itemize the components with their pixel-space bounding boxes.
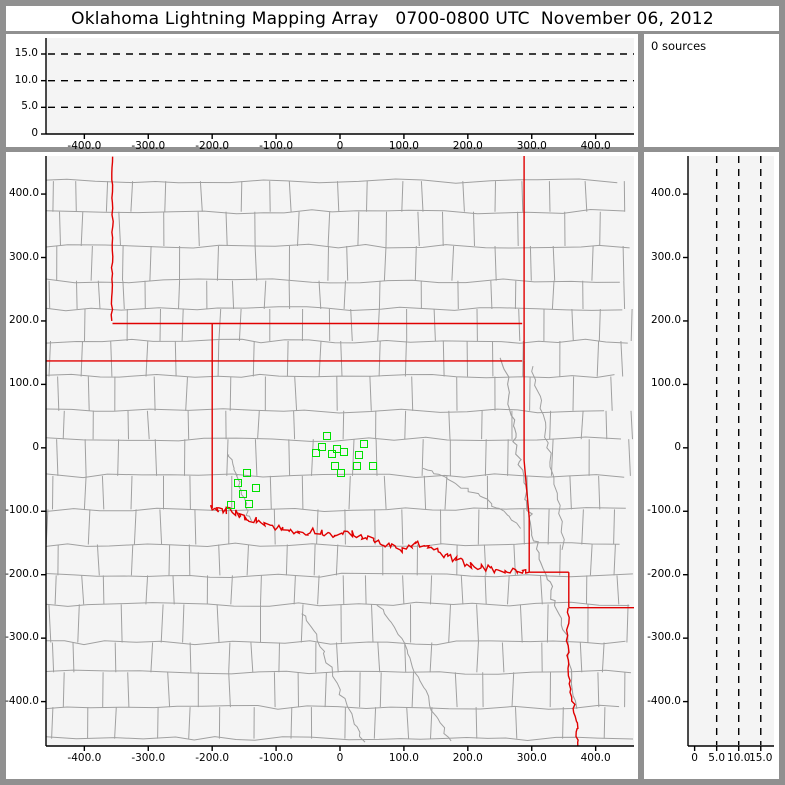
map-xtick-7: 300.0 — [516, 752, 547, 764]
source-marker — [355, 451, 364, 460]
altitude-ytick-7: -300.0 — [647, 631, 681, 644]
map-ytick-1: 300.0 — [8, 250, 39, 263]
time-height-xtick-2: -200.0 — [195, 140, 230, 152]
source-marker — [323, 432, 332, 441]
altitude-plot-area[interactable] — [688, 156, 774, 746]
map-xtick-1: -300.0 — [131, 752, 166, 764]
altitude-ytick-3: 100.0 — [650, 377, 681, 390]
time-height-xtick-1: -300.0 — [131, 140, 166, 152]
altitude-xtick-0: 0 — [691, 752, 698, 764]
time-height-xtick-7: 300.0 — [516, 140, 547, 152]
altitude-ytick-2: 200.0 — [650, 313, 681, 326]
source-marker — [238, 489, 247, 498]
time-height-xtick-6: 200.0 — [452, 140, 483, 152]
altitude-histogram-panel[interactable]: 400.0 300.0 200.0 100.0 0 -100.0 -200.0 -300.0 -… — [644, 152, 779, 779]
source-marker — [243, 469, 252, 478]
source-marker — [339, 447, 348, 456]
source-marker — [360, 440, 369, 449]
time-height-axes — [41, 38, 634, 139]
time-height-panel[interactable]: 0 5.0 10.0 15.0 -400.0 -300.0 -200.0 -100.0 0 100… — [6, 34, 638, 152]
altitude-axes — [683, 156, 774, 751]
map-axes — [41, 156, 634, 751]
time-height-xtick-8: 400.0 — [580, 140, 611, 152]
altitude-ytick-5: -100.0 — [647, 504, 681, 517]
source-marker — [369, 461, 378, 470]
source-count-label: 0 sources — [651, 39, 707, 53]
title-bar: Oklahoma Lightning Mapping Array 0700-08… — [6, 6, 779, 31]
source-marker — [227, 500, 236, 509]
altitude-xtick-3: 15.0 — [749, 752, 773, 764]
map-ytick-5: -100.0 — [5, 504, 39, 517]
map-xtick-6: 200.0 — [452, 752, 483, 764]
time-height-xtick-5: 100.0 — [388, 140, 419, 152]
altitude-ytick-0: 400.0 — [650, 187, 681, 200]
map-xtick-5: 100.0 — [388, 752, 419, 764]
map-plot-area[interactable] — [46, 156, 634, 746]
page-title: Oklahoma Lightning Mapping Array 0700-08… — [71, 8, 714, 29]
source-marker — [337, 469, 346, 478]
map-xtick-2: -200.0 — [195, 752, 230, 764]
source-marker — [333, 445, 342, 454]
source-marker — [353, 461, 362, 470]
source-marker — [330, 461, 339, 470]
altitude-ytick-1: 300.0 — [650, 250, 681, 263]
map-ytick-4: 0 — [32, 440, 39, 453]
map-ytick-7: -300.0 — [5, 631, 39, 644]
altitude-ytick-8: -400.0 — [647, 694, 681, 707]
altitude-xtick-2: 10.0 — [727, 752, 751, 764]
source-marker — [318, 442, 327, 451]
altitude-ytick-4: 0 — [674, 440, 681, 453]
altitude-ytick-6: -200.0 — [647, 567, 681, 580]
map-xtick-8: 400.0 — [580, 752, 611, 764]
time-height-xtick-4: 0 — [336, 140, 344, 152]
map-xtick-4: 0 — [336, 752, 344, 764]
source-marker — [233, 478, 242, 487]
time-height-ytick-0: 0 — [31, 127, 38, 139]
map-ytick-2: 200.0 — [8, 313, 39, 326]
source-marker — [251, 483, 260, 492]
altitude-xtick-1: 5.0 — [708, 752, 726, 764]
map-ytick-3: 100.0 — [8, 377, 39, 390]
map-panel[interactable]: 400.0 300.0 200.0 100.0 0 -100.0 -200.0 -300.0 -… — [5, 152, 638, 779]
time-height-ytick-3: 15.0 — [14, 47, 38, 59]
source-count-panel[interactable]: 0 sources — [644, 34, 779, 147]
time-height-xtick-0: -400.0 — [67, 140, 102, 152]
map-ytick-8: -400.0 — [5, 694, 39, 707]
map-ytick-6: -200.0 — [5, 567, 39, 580]
time-height-xtick-3: -100.0 — [259, 140, 294, 152]
time-height-ytick-1: 5.0 — [21, 100, 38, 113]
source-marker — [244, 499, 253, 508]
map-xtick-3: -100.0 — [259, 752, 294, 764]
map-ytick-0: 400.0 — [8, 187, 39, 200]
time-height-ytick-2: 10.0 — [14, 73, 38, 86]
map-xtick-0: -400.0 — [67, 752, 102, 764]
source-marker — [328, 450, 337, 459]
source-marker — [311, 448, 320, 457]
map-geography — [46, 156, 634, 746]
